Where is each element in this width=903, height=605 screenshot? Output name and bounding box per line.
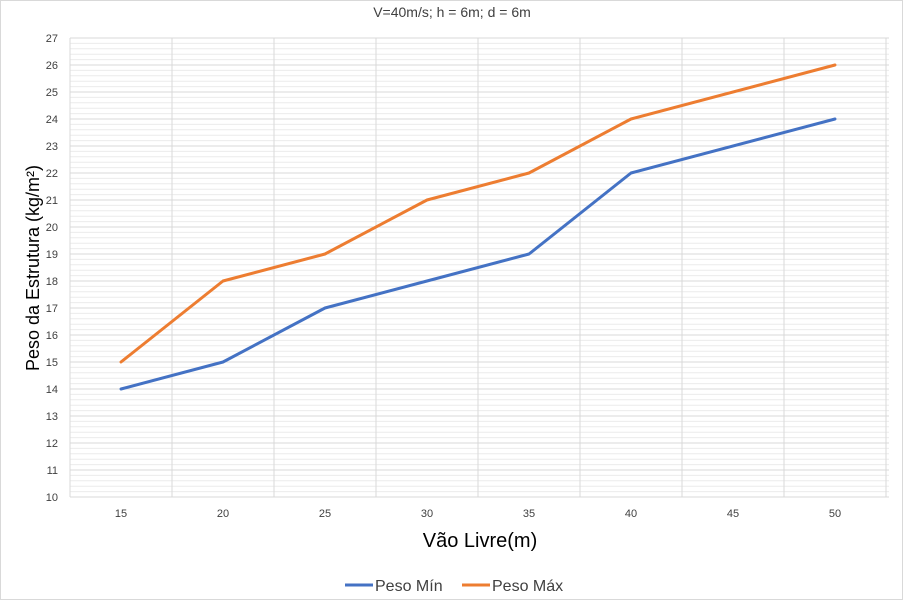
y-tick-label: 18 [46, 276, 58, 288]
y-tick-label: 17 [46, 303, 58, 315]
x-tick-label: 45 [727, 508, 739, 520]
grid [69, 37, 889, 498]
series-line-2 [119, 63, 837, 364]
y-tick-label: 13 [46, 411, 58, 423]
y-tick-label: 16 [46, 330, 58, 342]
x-tick-label: 50 [829, 508, 841, 520]
y-tick-label: 14 [46, 384, 58, 396]
x-tick-label: 20 [217, 508, 229, 520]
y-tick-label: 25 [46, 87, 58, 99]
y-tick-label: 26 [46, 60, 58, 72]
y-tick-label: 19 [46, 249, 58, 261]
y-tick-label: 27 [46, 33, 58, 45]
y-tick-label: 23 [46, 141, 58, 153]
y-tick-label: 11 [47, 465, 58, 477]
x-axis-ticks: 15 20 25 30 35 40 45 50 [115, 508, 841, 520]
x-tick-label: 30 [421, 508, 433, 520]
series-lines [119, 63, 837, 391]
y-tick-label: 21 [46, 195, 58, 207]
x-tick-label: 40 [625, 508, 637, 520]
x-tick-label: 25 [319, 508, 331, 520]
y-axis-title: Peso da Estrutura (kg/m²) [23, 165, 43, 371]
series-line-1 [119, 117, 837, 391]
x-tick-label: 15 [115, 508, 127, 520]
chart-title: V=40m/s; h = 6m; d = 6m [373, 4, 531, 20]
legend-label: Peso Máx [492, 578, 563, 595]
y-tick-label: 22 [46, 168, 58, 180]
legend-label: Peso Mín [375, 578, 443, 595]
x-axis-title: Vão Livre(m) [423, 530, 537, 552]
y-axis-ticks: 10 11 12 13 14 15 16 17 18 19 20 21 22 23 24 25 26 27 [46, 33, 58, 504]
y-tick-label: 10 [46, 492, 58, 504]
x-tick-label: 35 [523, 508, 535, 520]
y-tick-label: 20 [46, 222, 58, 234]
y-tick-label: 15 [46, 357, 58, 369]
legend: Peso Mín Peso Máx [345, 578, 563, 595]
y-tick-label: 12 [46, 438, 58, 450]
y-tick-label: 24 [46, 114, 58, 126]
